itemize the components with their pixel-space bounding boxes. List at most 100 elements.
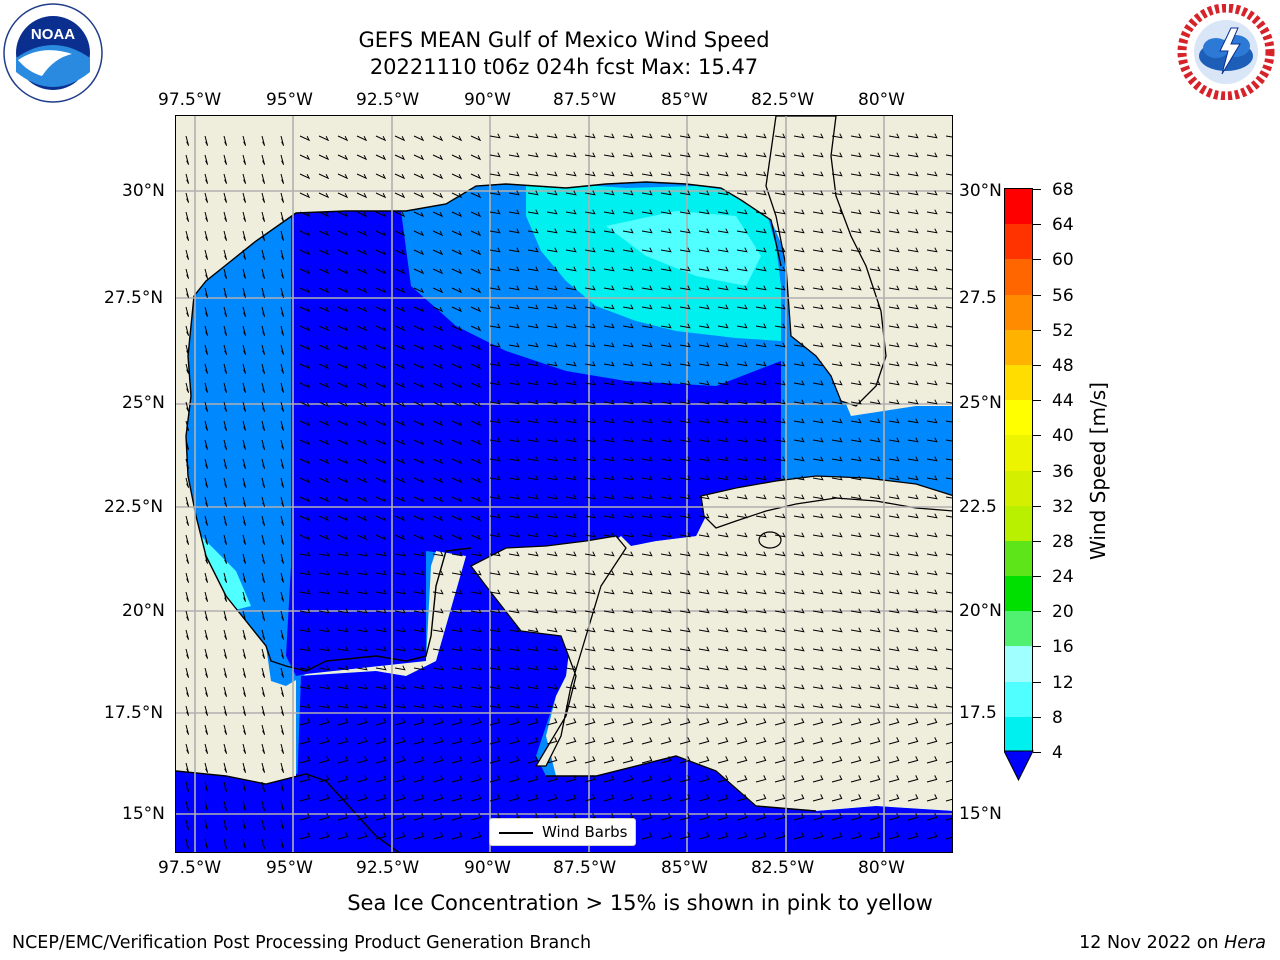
wind-barb xyxy=(926,775,938,783)
wind-barb xyxy=(337,439,349,446)
wind-barb xyxy=(831,718,843,726)
wind-barb xyxy=(584,190,596,196)
wind-barb xyxy=(489,399,501,405)
wind-barb xyxy=(546,756,558,764)
wind-barb xyxy=(185,135,190,146)
wind-barb xyxy=(888,437,900,443)
wind-barb xyxy=(337,325,349,332)
wind-barb xyxy=(261,667,266,678)
wind-barb xyxy=(622,756,634,764)
colorbar-tick-label: 64 xyxy=(1052,215,1074,236)
wind-barb xyxy=(603,775,615,783)
wind-barb xyxy=(299,627,311,633)
wind-barb xyxy=(508,608,520,614)
wind-barb xyxy=(660,794,672,802)
wind-barb xyxy=(375,515,387,522)
colorbar-tick-label: 68 xyxy=(1052,180,1074,200)
wind-barb xyxy=(489,247,501,253)
wind-barb xyxy=(375,477,387,484)
wind-barb xyxy=(850,832,862,840)
wind-barb xyxy=(242,610,247,621)
wind-barb xyxy=(185,800,190,811)
wind-barb xyxy=(926,608,938,614)
wind-barb xyxy=(945,420,952,423)
wind-barb xyxy=(489,665,501,671)
wind-barb xyxy=(660,228,672,234)
wind-barb xyxy=(451,794,463,802)
wind-barb xyxy=(451,515,463,522)
wind-barb xyxy=(755,589,767,595)
wind-barb xyxy=(508,589,520,595)
wind-barb xyxy=(527,703,539,709)
wind-barb xyxy=(717,513,729,519)
wind-barb xyxy=(907,646,919,652)
wind-barb xyxy=(907,266,919,272)
wind-barb xyxy=(565,703,577,709)
wind-barb xyxy=(185,344,190,355)
wind-barb xyxy=(394,646,406,652)
wind-barb xyxy=(242,781,247,792)
wind-barb xyxy=(299,737,311,745)
wind-barb xyxy=(299,551,311,557)
wind-barb xyxy=(831,437,843,443)
wind-barb xyxy=(793,209,805,215)
wind-barb xyxy=(641,171,653,177)
wind-barb xyxy=(204,344,209,355)
wind-barb xyxy=(888,646,900,652)
wind-barb xyxy=(242,648,247,659)
wind-barb xyxy=(584,342,596,348)
wind-barb xyxy=(679,361,691,367)
wind-barb xyxy=(945,287,952,290)
colorbar-segment xyxy=(1005,189,1032,225)
wind-barb xyxy=(679,437,691,443)
wind-barb xyxy=(413,756,425,764)
wind-barb xyxy=(831,152,843,158)
wind-barb xyxy=(945,591,952,594)
wind-barb xyxy=(869,737,881,745)
wind-barb xyxy=(470,439,482,446)
wind-barb xyxy=(698,608,710,614)
wind-barb xyxy=(261,534,266,545)
wind-barb xyxy=(280,705,285,716)
wind-barb xyxy=(299,534,311,541)
wind-barb xyxy=(679,380,691,386)
wind-barb xyxy=(508,703,520,709)
wind-barb xyxy=(185,306,190,317)
wind-barb xyxy=(451,813,463,821)
wind-barb xyxy=(869,570,881,576)
wind-barb xyxy=(337,382,349,389)
wind-barb xyxy=(280,724,285,735)
wind-barb xyxy=(299,306,311,313)
wind-barb xyxy=(812,775,824,783)
wind-barb xyxy=(717,285,729,291)
wind-barb xyxy=(223,705,228,716)
wind-barb xyxy=(641,304,653,310)
wind-barb xyxy=(337,344,349,351)
wind-barb xyxy=(945,325,952,328)
wind-barb xyxy=(546,209,558,215)
wind-barb xyxy=(831,190,843,196)
wind-barb xyxy=(622,133,634,139)
wind-barb xyxy=(622,608,634,614)
wind-barb xyxy=(223,572,228,583)
wind-barb xyxy=(185,648,190,659)
wind-barb xyxy=(318,496,330,503)
wind-barb xyxy=(793,475,805,481)
wind-barb xyxy=(565,190,577,196)
wind-barb xyxy=(774,133,786,139)
wind-barb xyxy=(508,665,520,671)
wind-barb xyxy=(261,629,266,640)
wind-barb xyxy=(603,247,615,253)
wind-barb xyxy=(660,285,672,291)
colorbar-tick-label: 36 xyxy=(1052,461,1074,482)
wind-barb xyxy=(603,323,615,329)
wind-barb xyxy=(413,496,425,503)
honduras-coastline xyxy=(546,755,817,812)
wind-barb xyxy=(698,247,710,253)
wind-barb xyxy=(736,342,748,348)
wind-barb xyxy=(204,667,209,678)
wind-barb xyxy=(261,515,266,526)
wind-barb xyxy=(850,737,862,745)
wind-barb xyxy=(641,361,653,367)
wind-barb xyxy=(204,496,209,507)
